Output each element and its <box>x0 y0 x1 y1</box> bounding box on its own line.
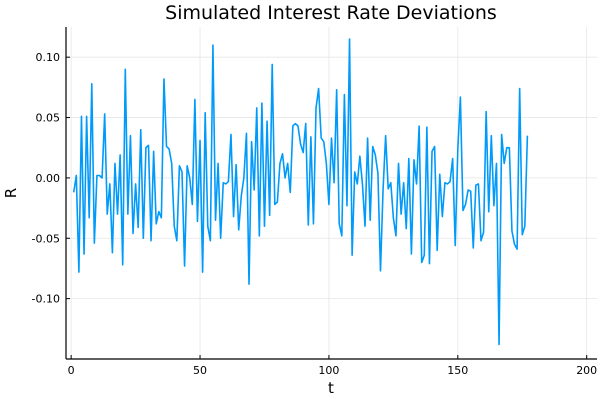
axes <box>65 27 597 360</box>
x-tick-label: 50 <box>193 364 207 377</box>
x-tick-label: 200 <box>576 364 597 377</box>
x-tick-label: 100 <box>318 364 339 377</box>
series <box>72 38 529 346</box>
y-axis-title: R <box>2 188 20 198</box>
grid <box>66 27 597 359</box>
y-tick-label: -0.05 <box>32 232 60 245</box>
y-tick-label: 0.05 <box>36 112 61 125</box>
ticks: 0 50 100 150 200 0.10 0.05 0.00 -0.05 -0.10 <box>32 51 598 377</box>
x-tick-label: 0 <box>68 364 75 377</box>
y-tick-label: -0.10 <box>32 293 60 306</box>
x-axis-title: t <box>328 379 334 397</box>
series-line <box>72 38 529 346</box>
y-tick-label: 0.10 <box>36 51 61 64</box>
chart-title: Simulated Interest Rate Deviations <box>165 2 497 24</box>
y-tick-label: 0.00 <box>36 172 61 185</box>
x-tick-label: 150 <box>447 364 468 377</box>
